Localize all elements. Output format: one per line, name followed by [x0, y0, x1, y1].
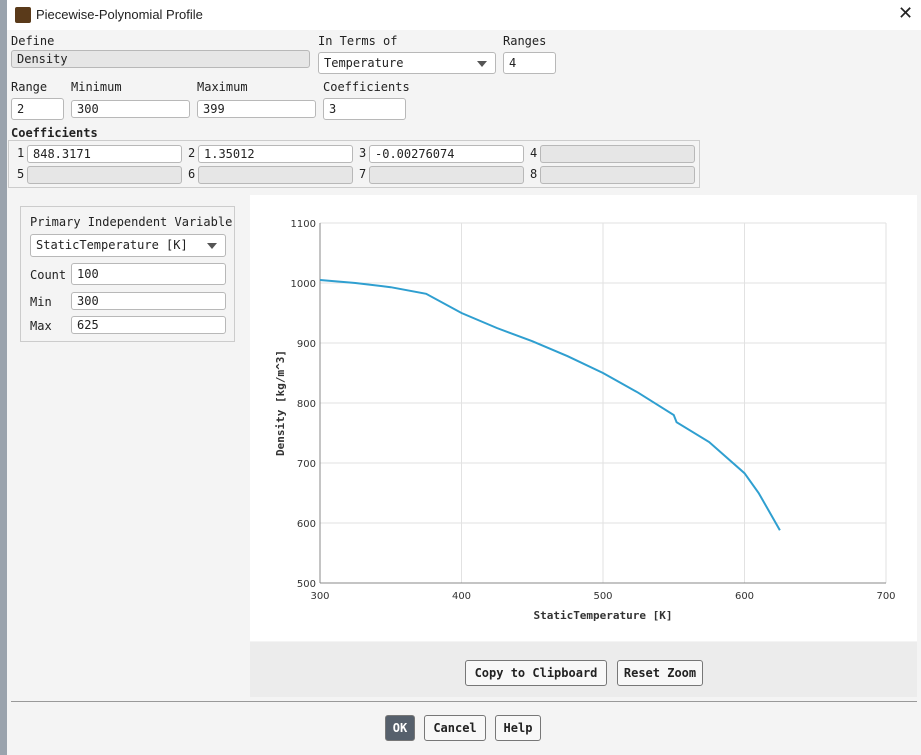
coefficient-field[interactable]: [540, 166, 695, 184]
label: Ranges: [503, 34, 547, 48]
title-bar: Piecewise-Polynomial Profile ✕: [7, 0, 921, 30]
label: Maximum: [197, 80, 248, 94]
label: Define: [11, 34, 55, 48]
coefficient-field[interactable]: [540, 145, 695, 163]
define-field: Density: [11, 50, 310, 68]
label: Range: [11, 80, 48, 94]
count-spinner[interactable]: 100: [71, 263, 226, 285]
cancel-button[interactable]: Cancel: [424, 715, 486, 741]
copy-button[interactable]: Copy to Clipboard: [465, 660, 607, 686]
coefficient-field[interactable]: -0.00276074: [369, 145, 524, 163]
window-title: Piecewise-Polynomial Profile: [36, 7, 203, 22]
reset-zoom-button[interactable]: Reset Zoom: [617, 660, 703, 686]
label: Min: [30, 295, 52, 309]
coefficient-field[interactable]: [369, 166, 524, 184]
coefficient-index: 5: [17, 167, 25, 181]
y-tick-label: 700: [297, 459, 316, 470]
coefficients-spinner[interactable]: 3: [323, 98, 406, 120]
x-axis-label: StaticTemperature [K]: [533, 609, 672, 622]
app-icon: [15, 7, 31, 23]
x-tick-label: 600: [735, 591, 754, 602]
coefficient-index: 3: [359, 146, 367, 160]
y-tick-label: 900: [297, 339, 316, 350]
y-tick-label: 500: [297, 579, 316, 590]
label: Coefficients: [323, 80, 410, 94]
x-tick-label: 700: [876, 591, 895, 602]
x-tick-label: 300: [310, 591, 329, 602]
coefficients-box: 1 848.3171 2 1.35012 3 -0.00276074 4 5 6 7 8: [8, 140, 700, 188]
help-button[interactable]: Help: [495, 715, 541, 741]
chart: 500 600 700 800 900 1000 1100 300 400 500 600 700 St…: [250, 195, 917, 641]
terms-dropdown[interactable]: Temperature: [318, 52, 496, 74]
section-label: Coefficients: [11, 126, 98, 140]
minimum-field[interactable]: 300: [71, 100, 190, 118]
label: Max: [30, 319, 52, 333]
min-field[interactable]: 300: [71, 292, 226, 310]
x-tick-label: 500: [593, 591, 612, 602]
ranges-spinner[interactable]: 4: [503, 52, 556, 74]
maximum-field[interactable]: 399: [197, 100, 316, 118]
y-axis-label: Density [kg/m^3]: [274, 350, 287, 456]
range-spinner[interactable]: 2: [11, 98, 64, 120]
label: Count: [30, 268, 67, 282]
background-window: [0, 0, 7, 755]
coefficient-field[interactable]: 848.3171: [27, 145, 182, 163]
coefficient-index: 1: [17, 146, 25, 160]
coefficient-field[interactable]: 1.35012: [198, 145, 353, 163]
coefficient-index: 6: [188, 167, 196, 181]
close-button[interactable]: ✕: [898, 3, 914, 24]
data-line: [319, 279, 781, 531]
coefficient-index: 2: [188, 146, 196, 160]
max-field[interactable]: 625: [71, 316, 226, 334]
variable-dropdown[interactable]: StaticTemperature [K]: [30, 234, 226, 257]
coefficient-index: 7: [359, 167, 367, 181]
label: In Terms of: [318, 34, 398, 48]
y-tick-label: 600: [297, 519, 316, 530]
x-tick-label: 400: [452, 591, 471, 602]
coefficient-index: 4: [530, 146, 538, 160]
y-tick-label: 800: [297, 399, 316, 410]
ok-button[interactable]: OK: [385, 715, 415, 741]
coefficient-field[interactable]: [198, 166, 353, 184]
label: Minimum: [71, 80, 122, 94]
plot-panel: Primary Independent Variable StaticTempe…: [20, 206, 235, 342]
y-tick-label: 1100: [291, 219, 316, 230]
y-tick-label: 1000: [291, 279, 316, 290]
coefficient-index: 8: [530, 167, 538, 181]
coefficient-field[interactable]: [27, 166, 182, 184]
panel-title: Primary Independent Variable: [30, 215, 233, 229]
separator: [11, 701, 917, 702]
